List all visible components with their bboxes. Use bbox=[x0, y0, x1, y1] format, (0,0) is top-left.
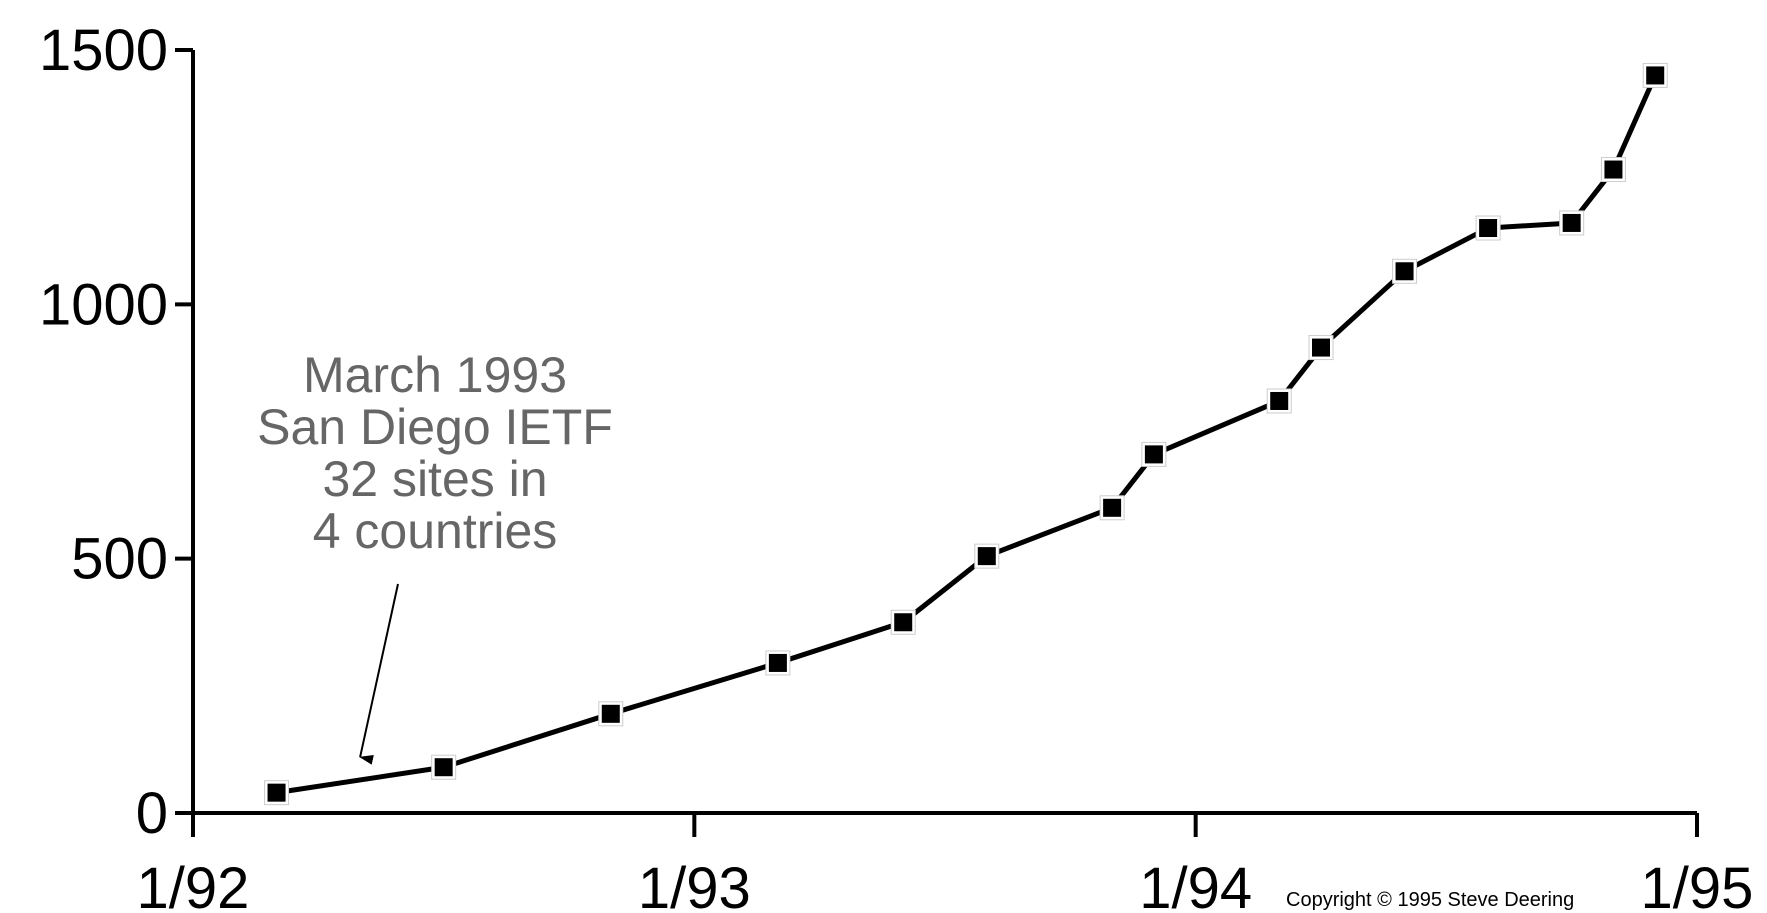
y-tick-label: 500 bbox=[71, 527, 168, 592]
data-point bbox=[431, 754, 457, 780]
data-point bbox=[1559, 210, 1585, 236]
data-point-square bbox=[1479, 219, 1498, 238]
data-point bbox=[1099, 495, 1125, 521]
data-point-square bbox=[1604, 160, 1623, 179]
annotation-text-line: 32 sites in bbox=[322, 451, 547, 507]
data-point-square bbox=[601, 704, 620, 723]
data-point-square bbox=[267, 783, 286, 802]
annotation-text-line: 4 countries bbox=[313, 503, 558, 559]
data-point bbox=[765, 650, 791, 676]
axes bbox=[175, 48, 1699, 837]
data-point bbox=[1642, 62, 1668, 88]
copyright-text: Copyright © 1995 Steve Deering bbox=[1286, 889, 1574, 911]
data-point-square bbox=[434, 758, 453, 777]
data-point-square bbox=[1562, 213, 1581, 232]
y-tick-label: 1500 bbox=[39, 18, 168, 83]
x-tick-label: 1/93 bbox=[638, 856, 751, 913]
data-point bbox=[890, 609, 916, 635]
data-point bbox=[1266, 388, 1292, 414]
y-tick-label: 1000 bbox=[39, 272, 168, 337]
data-point bbox=[974, 543, 1000, 569]
data-point bbox=[598, 701, 624, 727]
annotation-text-line: San Diego IETF bbox=[257, 399, 613, 455]
data-markers bbox=[264, 62, 1668, 806]
data-point-square bbox=[977, 547, 996, 566]
data-point bbox=[1600, 157, 1626, 183]
data-point-square bbox=[1270, 391, 1289, 410]
data-point-square bbox=[1395, 262, 1414, 281]
data-point-square bbox=[1103, 498, 1122, 517]
tick-labels: 0 500 1000 1500 1/92 1/93 1/94 1/95 bbox=[39, 18, 1753, 913]
data-point bbox=[1308, 335, 1334, 361]
data-point bbox=[264, 780, 290, 806]
data-point bbox=[1141, 441, 1167, 467]
annotation-arrow bbox=[359, 583, 399, 765]
data-point bbox=[1392, 258, 1418, 284]
data-point-square bbox=[1144, 445, 1163, 464]
x-tick-label: 1/92 bbox=[137, 856, 250, 913]
x-tick-label: 1/95 bbox=[1641, 856, 1754, 913]
data-point-square bbox=[1646, 66, 1665, 85]
data-point-square bbox=[1312, 338, 1330, 357]
annotation-text-line: March 1993 bbox=[303, 347, 567, 403]
data-point-square bbox=[894, 613, 913, 632]
data-point-square bbox=[768, 653, 787, 672]
x-tick-label: 1/94 bbox=[1139, 856, 1252, 913]
y-tick-label: 0 bbox=[136, 781, 168, 846]
data-point bbox=[1475, 215, 1501, 241]
